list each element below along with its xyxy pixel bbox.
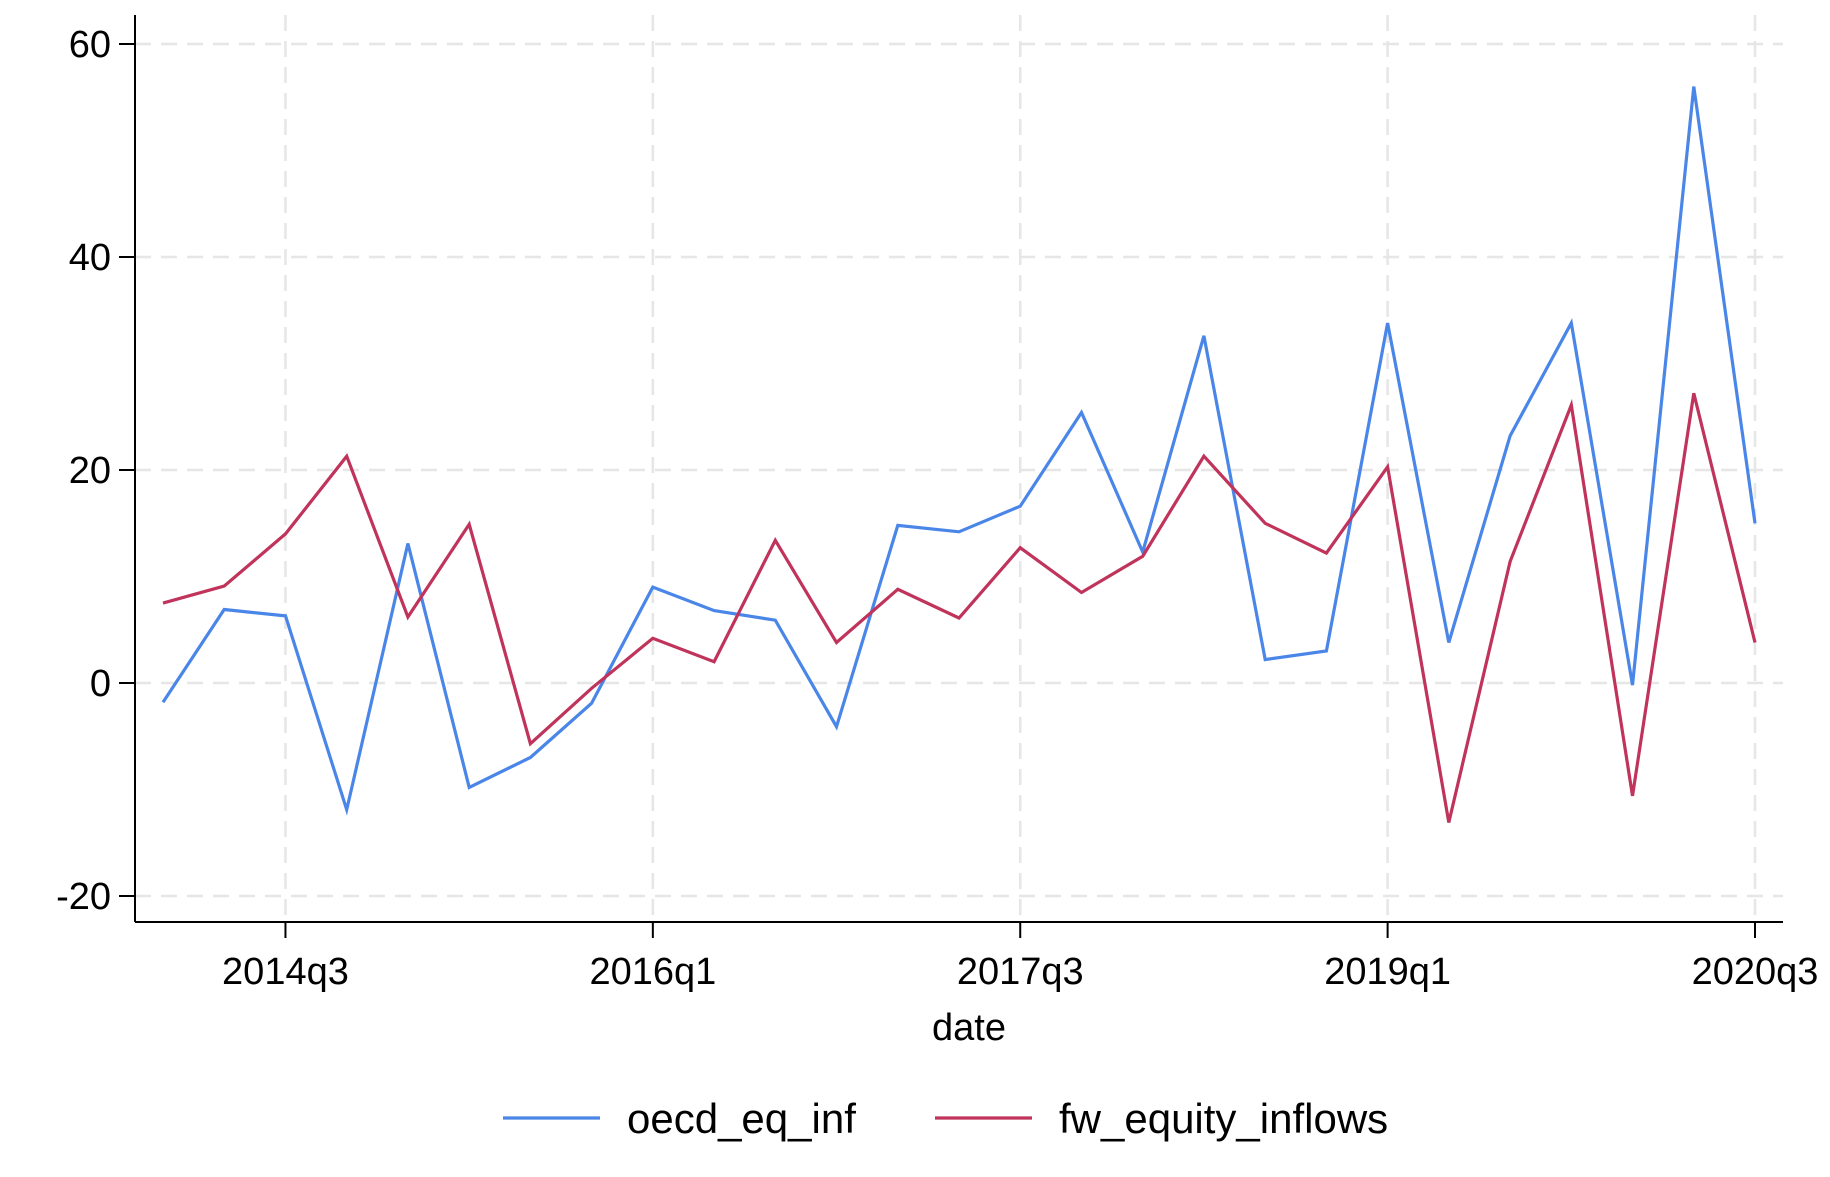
x-tick-label: 2017q3: [957, 951, 1084, 993]
series-line-oecd_eq_inf: [161, 86, 1757, 816]
legend: oecd_eq_inf fw_equity_inflows: [503, 1095, 1388, 1142]
x-tick-label: 2016q1: [589, 951, 716, 993]
y-tick-label: 60: [69, 24, 111, 66]
x-tick-label: 2019q1: [1324, 951, 1451, 993]
axes: -20 0 20 40 60 2014q3 2016q1 2017q3 2019q1 2020q3: [56, 15, 1818, 993]
y-tick-label: -20: [56, 876, 111, 918]
legend-label: fw_equity_inflows: [1059, 1095, 1388, 1142]
y-tick-label: 0: [90, 663, 111, 705]
legend-label: oecd_eq_inf: [627, 1095, 856, 1142]
y-tick-label: 20: [69, 450, 111, 492]
y-tick-label: 40: [69, 237, 111, 279]
legend-item: fw_equity_inflows: [935, 1095, 1388, 1142]
x-axis-title: date: [932, 1007, 1006, 1049]
grid: [135, 15, 1783, 922]
x-tick-label: 2014q3: [222, 951, 349, 993]
series: [161, 86, 1757, 823]
legend-item: oecd_eq_inf: [503, 1095, 856, 1142]
series-line-fw_equity_inflows: [162, 392, 1757, 823]
x-tick-label: 2020q3: [1692, 951, 1819, 993]
